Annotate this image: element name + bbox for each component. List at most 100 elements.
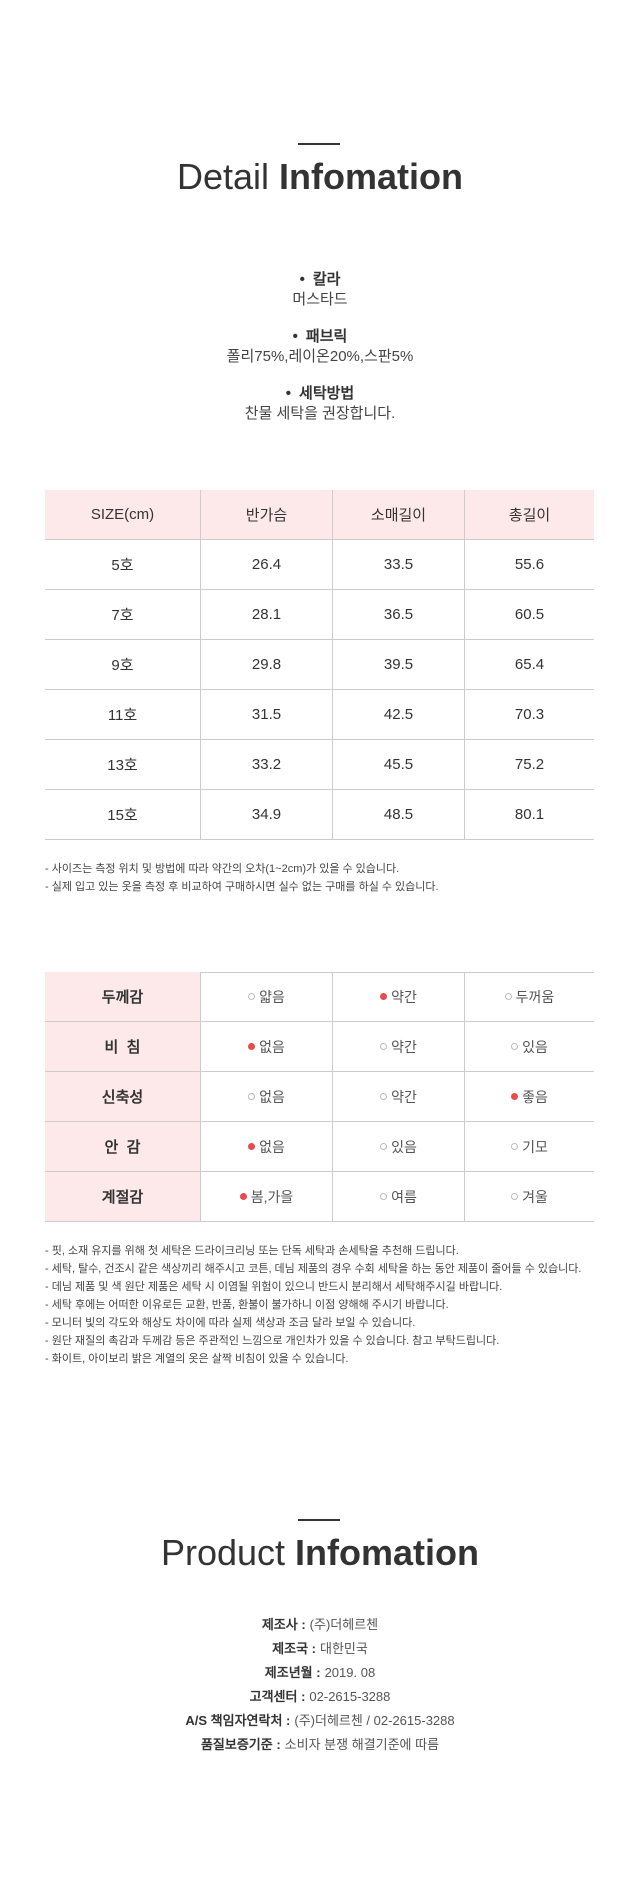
- size-cell: 9호: [45, 640, 200, 690]
- bullet-value: 찬물 세탁을 권장합니다.: [244, 405, 396, 422]
- size-cell: 42.5: [332, 690, 464, 740]
- feel-option: 약간: [332, 1022, 464, 1072]
- title-light: Product: [160, 1532, 286, 1573]
- size-cell: 15호: [45, 790, 200, 840]
- product-title: Product Infomation: [0, 1532, 640, 1574]
- product-label: A/S 책임자연락처 :: [185, 1713, 291, 1728]
- product-value: (주)더헤르첸: [309, 1617, 379, 1632]
- feel-label: 신축성: [45, 1072, 200, 1122]
- option-text: 겨울: [522, 1188, 548, 1205]
- option-text: 기모: [522, 1138, 548, 1155]
- product-line: 제조년월 :2019. 08: [0, 1662, 640, 1681]
- title-bold: Infomation: [295, 1532, 480, 1573]
- feel-note: - 모니터 빛의 각도와 해상도 차이에 따라 실제 색상과 조금 달라 보일 …: [45, 1317, 416, 1329]
- feel-note: - 핏, 소재 유지를 위해 첫 세탁은 드라이크리닝 또는 단독 세탁과 손세…: [45, 1245, 459, 1257]
- feel-option: 약간: [332, 972, 464, 1022]
- feel-option: 좋음: [464, 1072, 594, 1122]
- bullet-label-text: 패브릭: [305, 328, 348, 345]
- option-text: 여름: [391, 1188, 417, 1205]
- bullet-label-text: 세탁방법: [299, 385, 355, 402]
- feel-option: 여름: [332, 1172, 464, 1222]
- feel-option: 겨울: [464, 1172, 594, 1222]
- size-cell: 60.5: [464, 590, 594, 640]
- product-line: 제조사 : (주)더헤르첸: [0, 1614, 640, 1633]
- bullet-value: 폴리75%,레이온20%,스판5%: [226, 348, 414, 365]
- feel-note: - 화이트, 아이보리 밝은 계열의 옷은 살짝 비침이 있을 수 있습니다.: [45, 1353, 349, 1365]
- option-text: 약간: [391, 1088, 417, 1105]
- option-dot: [380, 1043, 388, 1050]
- product-value: 대한민국: [319, 1641, 368, 1656]
- option-text: 얇음: [259, 988, 285, 1005]
- divider: [298, 1519, 340, 1521]
- size-cell: 28.1: [200, 590, 332, 640]
- size-cell: 45.5: [332, 740, 464, 790]
- size-header: SIZE(cm): [45, 490, 200, 540]
- size-header: 소매길이: [332, 490, 464, 540]
- feel-option: 없음: [200, 1022, 332, 1072]
- size-header: 반가슴: [200, 490, 332, 540]
- option-dot: [248, 1143, 256, 1150]
- option-text: 두꺼움: [515, 988, 555, 1005]
- option-dot: [248, 1093, 256, 1100]
- size-note: - 사이즈는 측정 위치 및 방법에 따라 약간의 오차(1~2cm)가 있을 …: [45, 863, 400, 875]
- feel-note: - 세탁, 탈수, 건조시 같은 색상끼리 해주시고 코튼, 데님 제품의 경우…: [45, 1263, 582, 1275]
- product-line: 고객센터 :02-2615-3288: [0, 1686, 640, 1705]
- detail-title: Detail Infomation: [0, 156, 640, 198]
- option-dot: [380, 1193, 388, 1200]
- feel-option: 없음: [200, 1072, 332, 1122]
- bullet-dot: •: [299, 271, 305, 288]
- bullet-dot: •: [285, 385, 292, 402]
- size-cell: 80.1: [464, 790, 594, 840]
- feel-label: 비 침: [45, 1022, 200, 1072]
- option-dot: [248, 993, 256, 1000]
- feel-label: 두께감: [45, 972, 200, 1022]
- product-value: 소비자 분쟁 해결기준에 따름: [284, 1737, 440, 1752]
- option-text: 있음: [522, 1038, 548, 1055]
- product-value: 2019. 08: [324, 1665, 376, 1680]
- size-cell: 13호: [45, 740, 200, 790]
- size-cell: 70.3: [464, 690, 594, 740]
- feel-label: 계절감: [45, 1172, 200, 1222]
- size-header: 총길이: [464, 490, 594, 540]
- size-cell: 36.5: [332, 590, 464, 640]
- product-line: 품질보증기준 : 소비자 분쟁 해결기준에 따름: [0, 1734, 640, 1753]
- size-cell: 75.2: [464, 740, 594, 790]
- bullet-label-text: 칼라: [312, 271, 341, 288]
- size-cell: 65.4: [464, 640, 594, 690]
- bullet-label: • 패브릭: [0, 325, 640, 346]
- feel-option: 있음: [332, 1122, 464, 1172]
- product-label: 제조국 :: [272, 1641, 316, 1656]
- size-cell: 5호: [45, 540, 200, 590]
- option-dot: [511, 1093, 519, 1100]
- feel-option: 있음: [464, 1022, 594, 1072]
- option-dot: [380, 1143, 388, 1150]
- bullet-label: • 칼라: [0, 268, 640, 289]
- option-text: 좋음: [522, 1088, 548, 1105]
- option-text: 없음: [259, 1088, 285, 1105]
- title-bold: Infomation: [279, 156, 464, 197]
- feel-option: 기모: [464, 1122, 594, 1172]
- feel-option: 두꺼움: [464, 972, 594, 1022]
- option-text: 있음: [391, 1138, 417, 1155]
- product-label: 제조사 :: [261, 1617, 306, 1632]
- product-label: 품질보증기준 :: [200, 1737, 281, 1752]
- option-text: 약간: [391, 1038, 417, 1055]
- product-value: 02-2615-3288: [309, 1689, 391, 1704]
- size-cell: 48.5: [332, 790, 464, 840]
- size-cell: 33.2: [200, 740, 332, 790]
- size-cell: 7호: [45, 590, 200, 640]
- size-cell: 34.9: [200, 790, 332, 840]
- option-dot: [239, 1193, 247, 1200]
- table-top: [45, 972, 594, 973]
- size-cell: 29.8: [200, 640, 332, 690]
- option-dot: [380, 1093, 388, 1100]
- option-dot: [380, 993, 388, 1000]
- feel-option: 없음: [200, 1122, 332, 1172]
- bullet-dot: •: [292, 328, 298, 345]
- option-text: 약간: [391, 988, 417, 1005]
- feel-option: 봄,가을: [200, 1172, 332, 1222]
- bullet-value: 머스타드: [292, 291, 348, 308]
- size-cell: 55.6: [464, 540, 594, 590]
- product-label: 고객센터 :: [249, 1689, 306, 1704]
